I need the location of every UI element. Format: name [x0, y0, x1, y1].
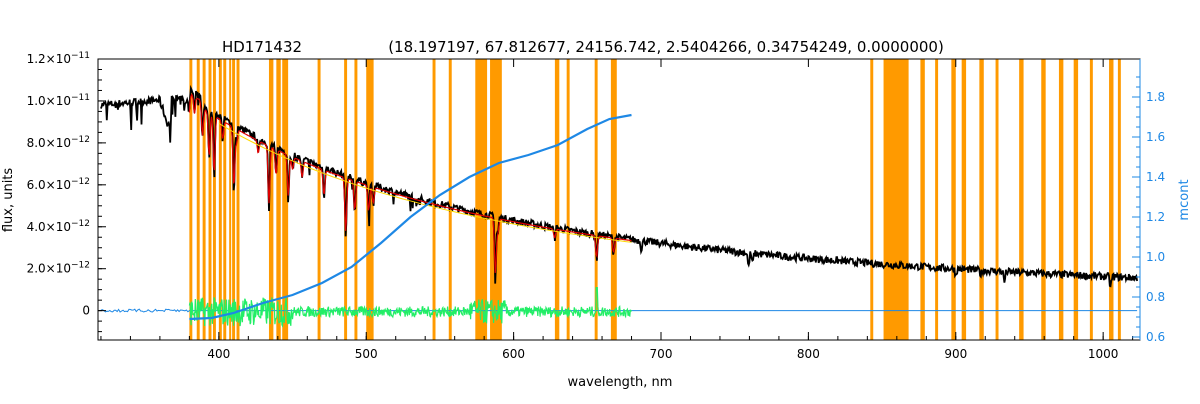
masked-band — [1089, 59, 1093, 340]
masked-band — [202, 59, 206, 340]
y-right-tick-label: 1.0 — [1146, 250, 1165, 264]
chart-title-params: (18.197197, 67.812677, 24156.742, 2.5404… — [388, 38, 944, 56]
model-spectrum-layer — [188, 93, 632, 273]
masked-band — [208, 59, 212, 340]
y-left-tick-label: 0 — [82, 304, 90, 318]
masked-band — [1058, 59, 1064, 340]
y-axis-right: 0.6 0.8 1.0 1.2 1.4 1.6 1.8 — [1132, 59, 1165, 344]
masked-band — [870, 59, 874, 340]
masked-band — [218, 59, 222, 340]
masked-band — [594, 59, 598, 340]
masked-band — [212, 59, 216, 340]
masked-band — [189, 59, 193, 340]
masked-band — [883, 59, 909, 340]
y-left-tick-label: 1.0×10−11 — [27, 93, 90, 108]
masked-band — [566, 59, 570, 340]
masked-band — [317, 59, 321, 340]
masked-band — [232, 59, 236, 340]
masked-band — [1109, 59, 1114, 340]
masked-band — [475, 59, 488, 340]
masked-band — [1117, 59, 1121, 340]
masked-bands-layer — [189, 59, 1121, 340]
mcont-line — [189, 113, 632, 321]
y-right-tick-label: 1.4 — [1146, 170, 1165, 184]
x-axis-label: wavelength, nm — [568, 375, 673, 390]
y-axis-right-label: mcont — [1177, 179, 1192, 220]
x-tick-label: 800 — [797, 347, 820, 361]
x-tick-label: 400 — [207, 347, 230, 361]
mcont-layer — [189, 113, 632, 321]
masked-band — [1073, 59, 1079, 340]
chart-title-star: HD171432 — [222, 38, 302, 56]
masked-band — [1019, 59, 1024, 340]
masked-band — [995, 59, 999, 340]
masked-band — [196, 59, 200, 340]
y-axis-left-label: flux, units — [1, 168, 16, 233]
residual-layer — [100, 287, 1138, 329]
y-axis-left: 1.2×10−11 1.0×10−11 8.0×10−12 6.0×10−12 4.0×… — [27, 51, 106, 333]
masked-band — [448, 59, 452, 340]
masked-band — [961, 59, 967, 340]
x-tick-label: 1000 — [1088, 347, 1119, 361]
masked-band — [979, 59, 984, 340]
y-right-tick-label: 1.8 — [1146, 90, 1165, 104]
observed-spectrum-line — [100, 84, 1138, 288]
masked-band — [229, 59, 232, 340]
model-spectrum-line — [188, 93, 632, 273]
y-right-tick-label: 1.6 — [1146, 130, 1165, 144]
masked-band — [951, 59, 956, 340]
x-tick-label: 700 — [650, 347, 673, 361]
y-right-tick-label: 0.8 — [1146, 290, 1165, 304]
masked-band — [223, 59, 227, 340]
observed-spectrum-layer — [100, 84, 1138, 288]
residual-line — [188, 287, 633, 329]
masked-band — [554, 59, 560, 340]
masked-band — [236, 59, 240, 340]
y-right-tick-label: 0.6 — [1146, 330, 1165, 344]
y-right-tick-label: 1.2 — [1146, 210, 1165, 224]
x-tick-label: 900 — [944, 347, 967, 361]
x-tick-label: 500 — [355, 347, 378, 361]
masked-band — [268, 59, 274, 340]
y-left-tick-label: 2.0×10−12 — [27, 261, 90, 276]
y-left-tick-label: 1.2×10−11 — [27, 51, 90, 66]
x-tick-label: 600 — [502, 347, 525, 361]
masked-band — [1041, 59, 1046, 340]
x-axis: 400 500 600 700 800 900 1000 — [100, 59, 1134, 361]
masked-band — [490, 59, 502, 340]
y-left-tick-label: 8.0×10−12 — [27, 135, 90, 150]
y-left-tick-label: 6.0×10−12 — [27, 177, 90, 192]
masked-band — [276, 59, 281, 340]
masked-band — [610, 59, 617, 340]
masked-band — [920, 59, 925, 340]
masked-band — [935, 59, 939, 340]
y-left-tick-label: 4.0×10−12 — [27, 219, 90, 234]
masked-band — [282, 59, 289, 340]
